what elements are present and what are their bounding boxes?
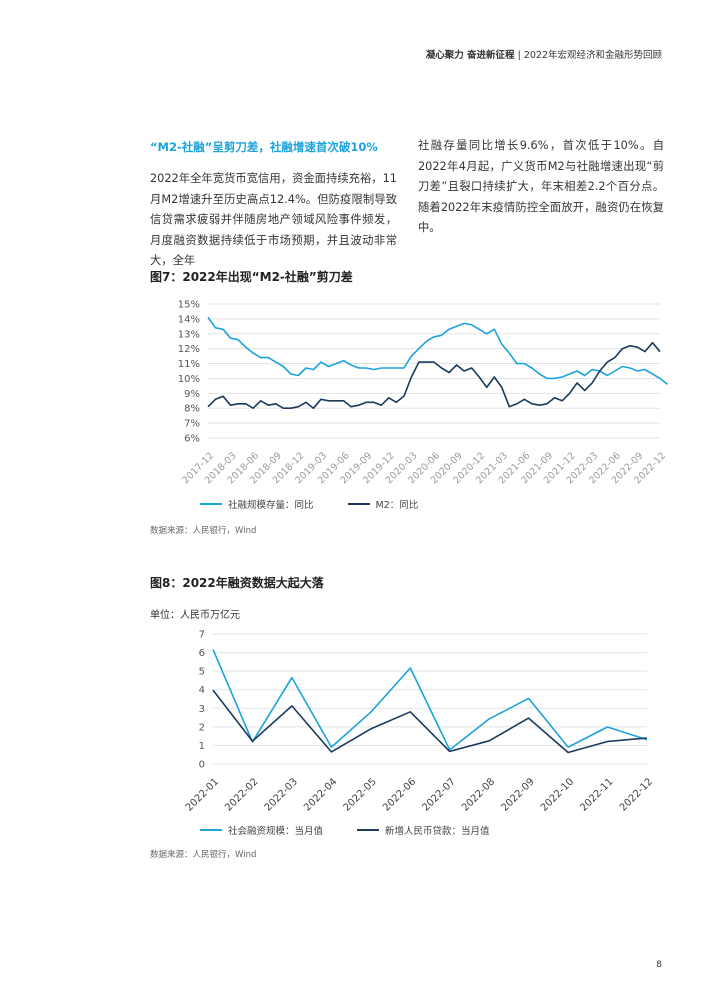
fig7-y-tick-label: 11% [178,359,200,370]
figure7-source: 数据来源：人民银行，Wind [150,526,257,536]
body-text-right: 社融存量同比增长9.6%，首次低于10%。自2022年4月起，广义货币M2与社融… [418,139,664,234]
fig8-x-tick-label: 2022-05 [342,776,379,813]
page-header: 凝心聚力 奋进新征程 | 2022年宏观经济和金融形势回顾 [426,47,662,61]
page-number: 8 [656,960,662,970]
fig8-y-tick-label: 4 [199,685,205,696]
fig8-y-tick-label: 1 [199,741,205,752]
section-title: “M2-社融”呈剪刀差，社融增速首次破10% [150,140,378,154]
fig8-x-tick-label: 2022-07 [421,776,458,813]
fig8-legend-item-1: 社会融资规模：当月值 [200,823,323,837]
fig7-y-tick-label: 13% [178,329,200,340]
figure8-legend: 社会融资规模：当月值 新增人民币贷款：当月值 [200,823,524,837]
fig7-series-line-1 [207,316,668,386]
fig8-x-tick-label: 2022-11 [578,776,615,813]
fig8-x-tick-label: 2022-03 [263,776,300,813]
fig7-y-tick-label: 6% [184,434,200,445]
fig7-y-tick-label: 12% [178,344,200,355]
fig8-legend-label: 新增人民币贷款：当月值 [385,826,490,837]
figure8-title: 图8：2022年融资数据大起大落 [150,576,324,590]
fig8-legend-swatch [200,829,222,831]
fig8-legend-label: 社会融资规模：当月值 [228,826,324,837]
figure7-legend: 社融规模存量：同比 M2：同比 [200,497,452,511]
fig8-x-tick-label: 2022-04 [302,776,339,813]
fig7-legend-swatch [200,503,222,505]
fig7-legend-item-2: M2：同比 [347,497,419,511]
fig7-y-tick-label: 15% [178,300,200,311]
fig8-y-tick-label: 5 [199,667,205,678]
header-slogan: 凝心聚力 奋进新征程 [425,50,515,61]
fig8-x-tick-label: 2022-06 [381,776,418,813]
fig7-legend-label: M2：同比 [375,500,419,511]
fig7-legend-item-1: 社融规模存量：同比 [200,497,314,511]
figure8-source: 数据来源：人民银行，Wind [150,850,257,860]
fig7-y-tick-label: 10% [178,374,200,385]
fig8-y-tick-label: 0 [199,760,205,771]
fig8-legend-item-2: 新增人民币贷款：当月值 [357,823,490,837]
figure8-unit-label: 单位：人民币万亿元 [150,610,240,621]
fig8-x-tick-label: 2022-02 [223,776,260,813]
fig8-series-line-1 [212,649,648,751]
header-separator: | [514,50,524,61]
header-report-title: 2022年宏观经济和金融形势回顾 [523,50,662,61]
fig7-y-tick-label: 8% [184,404,200,415]
fig7-legend-swatch [347,503,370,505]
fig8-x-tick-label: 2022-10 [539,776,576,813]
fig8-legend-swatch [357,829,380,831]
fig8-x-tick-label: 2022-08 [460,776,497,813]
fig7-series-line-2 [207,341,661,409]
fig8-series-line-2 [212,689,648,754]
fig7-y-tick-label: 9% [184,389,200,400]
figure7-chart: 6%7%8%9%10%11%12%13%14%15%2017-122018-03… [178,300,668,487]
fig8-y-tick-label: 6 [199,648,205,659]
fig8-x-tick-label: 2022-12 [618,776,655,813]
fig7-legend-label: 社融规模存量：同比 [228,500,314,511]
body-text-left: 2022年全年宽货币宽信用，资金面持续充裕，11月M2增速升至历史高点12.4%… [150,172,397,267]
fig7-y-tick-label: 7% [184,419,200,430]
fig8-y-tick-label: 2 [199,722,205,733]
fig8-y-tick-label: 3 [199,704,205,715]
figure7-title: 图7：2022年出现“M2-社融”剪刀差 [150,270,353,284]
fig8-x-tick-label: 2022-09 [499,776,536,813]
fig8-y-tick-label: 7 [199,630,205,641]
fig7-y-tick-label: 14% [178,314,200,325]
fig8-x-tick-label: 2022-01 [184,776,221,813]
